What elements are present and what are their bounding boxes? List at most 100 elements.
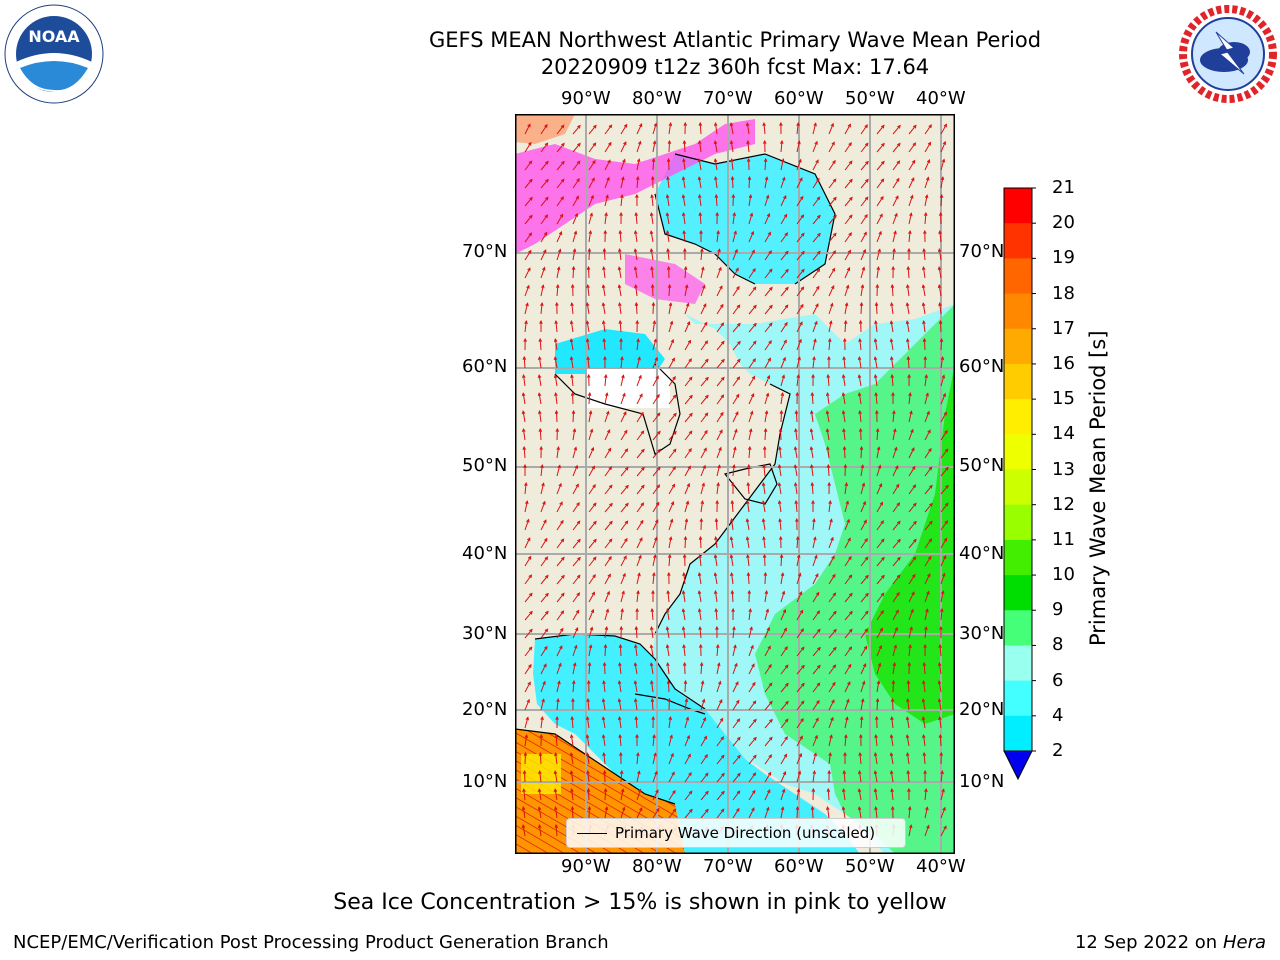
wave-arrow-head [714, 607, 719, 612]
wave-arrow-head [639, 393, 643, 398]
wave-arrow-head [682, 230, 687, 234]
wave-arrow [668, 519, 673, 531]
colorbar-tick-label: 19 [1052, 247, 1075, 269]
wave-arrow [748, 213, 753, 225]
wave-arrow-head [729, 122, 734, 127]
wave-arrow-head [585, 301, 590, 307]
wave-arrow-head [860, 464, 865, 469]
wave-arrow-head [832, 646, 837, 651]
wave-arrow [890, 357, 894, 369]
wave-arrow-head [845, 284, 850, 289]
wave-arrow [939, 644, 942, 657]
wave-arrow [636, 520, 644, 531]
wave-arrow [652, 789, 659, 801]
wave-arrow-head [921, 698, 926, 703]
wave-arrow-head [521, 410, 526, 415]
wave-arrow-head [893, 230, 897, 235]
wave-arrow [844, 681, 851, 693]
wave-arrow [875, 302, 878, 315]
wave-arrow-head [874, 734, 878, 739]
wave-arrow [684, 340, 691, 351]
wave-arrow-head [714, 176, 718, 181]
wave-arrow [924, 503, 933, 513]
wave-arrow [843, 357, 846, 369]
wave-arrow-head [554, 392, 558, 397]
wave-arrow [764, 737, 773, 747]
wave-arrow-head [608, 124, 613, 129]
wave-arrow [939, 231, 942, 243]
wave-arrow [764, 268, 773, 279]
wave-arrow [730, 123, 734, 135]
wave-arrow [940, 771, 943, 783]
wave-arrow [940, 159, 945, 171]
wave-arrow-head [683, 121, 688, 126]
wave-arrow-head [816, 610, 821, 615]
wave-arrow [796, 536, 799, 549]
wave-arrow-head [928, 466, 933, 471]
wave-arrow-head [909, 626, 913, 631]
colorbar-band [1004, 434, 1032, 470]
wave-arrow [586, 339, 590, 351]
wave-arrow [620, 591, 625, 603]
wave-arrow [828, 611, 837, 621]
wave-arrow [812, 251, 821, 261]
wave-arrow [891, 303, 894, 315]
wave-arrow-head [528, 141, 532, 146]
wave-arrow-head [703, 447, 707, 452]
wave-arrow [860, 214, 868, 225]
wave-arrow-head [669, 734, 673, 739]
wave-arrow [731, 590, 734, 603]
wave-arrow [652, 449, 661, 459]
wave-arrow-head [912, 142, 917, 147]
wave-arrow [602, 735, 606, 747]
wave-arrow-head [862, 500, 866, 505]
wave-arrow-head [586, 356, 590, 361]
wave-arrow-head [592, 502, 597, 507]
wave-arrow-head [841, 373, 846, 379]
wave-arrow-head [604, 806, 609, 811]
wave-arrow-head [688, 430, 693, 435]
wave-arrow-head [752, 268, 756, 272]
wave-arrow-head [602, 266, 606, 271]
wave-arrow [668, 466, 676, 477]
wave-arrow-head [592, 556, 597, 561]
wave-arrow-head [801, 682, 805, 687]
wave-arrow-head [666, 679, 671, 684]
wave-arrow [604, 485, 613, 495]
wave-arrow [572, 520, 581, 531]
wave-arrow [604, 662, 606, 675]
wave-arrow [908, 521, 917, 531]
wave-arrow [588, 392, 591, 405]
wave-arrow-head [905, 716, 910, 721]
wave-arrow [828, 647, 837, 657]
wave-arrow [892, 213, 898, 225]
wave-arrow [700, 249, 703, 261]
wave-arrow-head [656, 466, 661, 471]
wave-arrow-head [605, 608, 610, 613]
wave-arrow [652, 339, 657, 351]
wave-arrow [684, 754, 691, 765]
wave-arrow-head [545, 178, 549, 183]
wave-arrow [620, 520, 628, 531]
wave-arrow-head [926, 824, 930, 829]
wave-arrow-head [586, 770, 590, 775]
wave-arrow-head [618, 643, 623, 648]
wave-arrow-head [832, 250, 837, 255]
wave-arrow [620, 485, 629, 495]
colorbar-band [1004, 575, 1032, 611]
wave-arrow [842, 807, 846, 819]
wave-arrow-head [865, 160, 869, 165]
wave-arrow [828, 699, 835, 711]
wave-arrow-head [843, 463, 848, 468]
wave-arrow-head [860, 283, 865, 289]
wave-arrow-head [895, 609, 899, 614]
wave-arrow-head [714, 193, 719, 198]
wave-arrow [604, 574, 611, 585]
wave-arrow-head [777, 463, 782, 469]
wave-arrow [666, 645, 670, 657]
wave-arrow [538, 789, 542, 801]
wave-arrow [524, 250, 532, 261]
wave-arrow-head [542, 500, 546, 505]
wave-arrow-head [924, 194, 929, 199]
wave-arrow-head [894, 446, 898, 451]
